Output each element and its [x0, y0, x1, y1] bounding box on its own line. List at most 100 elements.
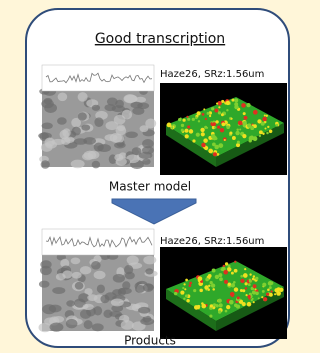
surface-peak [195, 116, 198, 119]
surface-peak [214, 109, 218, 113]
surface-peak [242, 302, 246, 306]
surface-peak [262, 290, 265, 293]
surface-peak [264, 114, 266, 116]
surface-peak [253, 284, 257, 288]
sem-texture [132, 107, 144, 115]
surface-peak [180, 291, 184, 295]
surface-peak [216, 103, 218, 105]
sem-texture [81, 124, 90, 130]
surface-peak [231, 272, 234, 275]
surface-peak [198, 276, 203, 281]
sem-texture [140, 318, 154, 325]
surface-peak [237, 296, 240, 299]
sem-texture [94, 271, 106, 279]
surface-peak [208, 285, 210, 287]
surface-peak [254, 288, 256, 290]
sem-texture [145, 119, 156, 129]
surface-peak [252, 278, 255, 281]
sem-texture [92, 323, 104, 331]
sem-texture [71, 258, 81, 265]
sem-texture [125, 132, 138, 139]
surface-peak [218, 299, 222, 303]
surface-peak [231, 283, 235, 287]
sem-texture [41, 160, 50, 169]
surface-peak [185, 294, 188, 297]
surface-peak [212, 269, 216, 273]
surface-peak [189, 282, 192, 285]
surface-peak [212, 122, 216, 126]
surface-peak [215, 120, 218, 123]
sem-texture [58, 92, 68, 101]
surface-peak [218, 106, 220, 108]
sem-texture [97, 285, 105, 294]
surface-peak [223, 270, 228, 275]
sem-texture [132, 147, 142, 155]
sem-texture [114, 142, 126, 148]
surface-peak [226, 109, 228, 111]
surface-peak [261, 122, 265, 126]
sem-texture [74, 138, 87, 144]
surface-peak [174, 292, 177, 295]
surface-peak [201, 132, 205, 136]
surface-peak [209, 115, 211, 117]
surface-peak [220, 128, 224, 132]
surface-peak [224, 139, 226, 141]
surface-peak [234, 269, 238, 273]
sem-texture [94, 143, 104, 152]
sem-texture [66, 300, 75, 306]
surface-peak [242, 134, 246, 138]
surface-peak [234, 261, 236, 263]
surface-peak [210, 281, 213, 284]
surface-peak [255, 277, 258, 280]
sem-texture [42, 122, 53, 129]
surface-peak [276, 291, 281, 296]
sem-texture [142, 139, 154, 148]
surface-peak [184, 288, 186, 290]
surface-peak [252, 291, 256, 295]
surface-peak [231, 99, 234, 102]
surface-peak [266, 293, 269, 296]
sem-texture [105, 134, 118, 141]
sem-texture [91, 261, 101, 270]
surface-peak [228, 282, 231, 285]
surface-peak [242, 121, 246, 125]
surface-peak [249, 279, 251, 281]
surface-peak [247, 302, 252, 307]
surface-peak [270, 281, 274, 285]
surface-peak [253, 110, 258, 115]
surface-peak [243, 112, 246, 115]
sem-texture [124, 95, 138, 103]
surface-peak [196, 133, 200, 137]
sem-texture [78, 112, 87, 121]
surface-peak [226, 305, 230, 309]
surface-peak [181, 124, 184, 127]
surface-peak [183, 298, 185, 300]
surface-peak [276, 124, 279, 127]
caption: Products [124, 334, 176, 348]
sem-texture [142, 159, 150, 165]
surface-peak [244, 268, 246, 270]
surface-peak [197, 111, 201, 115]
sem-texture [109, 311, 122, 317]
surface-peak [198, 120, 200, 122]
measurement-label: Haze26, SRz:1.56um [160, 236, 264, 247]
surface-peak [253, 275, 256, 278]
surface-peak [221, 100, 224, 103]
sem-texture [122, 110, 132, 120]
surface-peak [201, 143, 205, 147]
surface-peak [201, 304, 206, 309]
surface-peak [234, 98, 238, 102]
surface-peak [242, 289, 245, 292]
surface-peak [205, 118, 207, 120]
sem-texture [66, 319, 78, 329]
sem-texture [57, 117, 67, 124]
surface-peak [189, 284, 192, 287]
caption: Master model [109, 180, 191, 194]
surface-peak [235, 131, 239, 135]
sem-texture [50, 322, 64, 331]
sem-texture [52, 287, 65, 294]
sem-texture [87, 294, 97, 301]
sem-texture [104, 104, 115, 111]
surface-peak [267, 289, 270, 292]
surface-peak [186, 116, 188, 118]
